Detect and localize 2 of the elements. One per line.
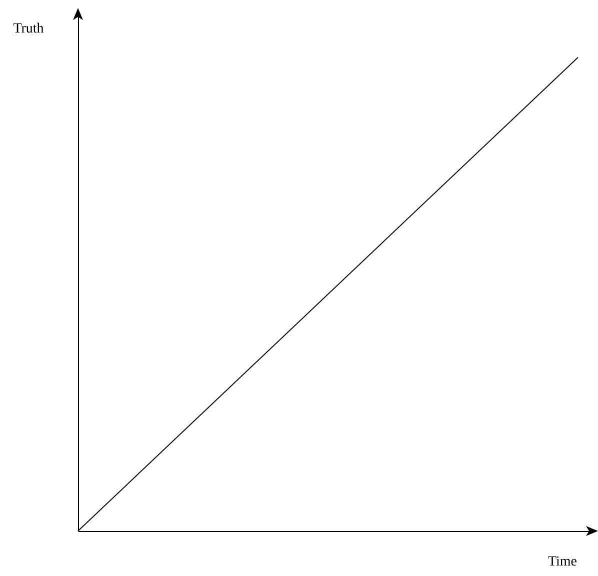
- x-axis-title: Time: [548, 554, 578, 570]
- y-axis-title: Truth: [13, 22, 44, 36]
